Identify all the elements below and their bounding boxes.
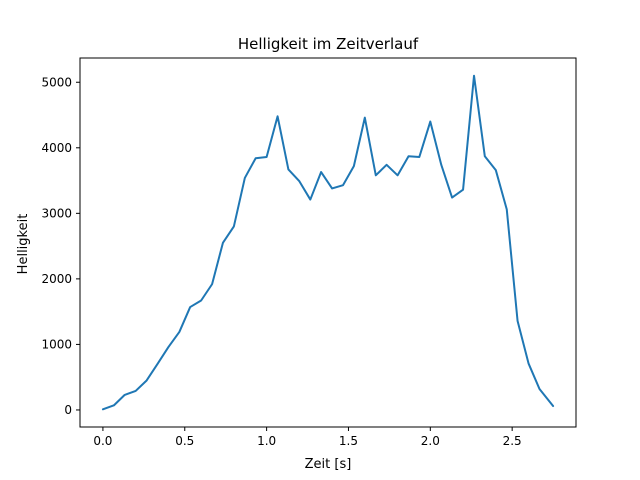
y-tick-label: 3000 (41, 206, 72, 220)
x-tick-label: 1.5 (339, 434, 358, 448)
y-tick-label: 5000 (41, 75, 72, 89)
x-tick-label: 0.0 (93, 434, 112, 448)
y-tick-label: 2000 (41, 272, 72, 286)
x-tick-label: 2.5 (503, 434, 522, 448)
x-axis-label: Zeit [s] (305, 457, 352, 472)
y-axis-label: Helligkeit (16, 214, 31, 275)
x-tick-label: 0.5 (175, 434, 194, 448)
y-tick-label: 0 (64, 403, 72, 417)
y-tick-label: 1000 (41, 337, 72, 351)
plot-frame (79, 57, 577, 428)
x-tick-label: 1.0 (257, 434, 276, 448)
y-tick-label: 4000 (41, 141, 72, 155)
chart-title: Helligkeit im Zeitverlauf (238, 35, 419, 53)
plot-area: 0.0 0.5 1.0 1.5 2.0 2.5 0 1000 2000 3000 4000 5000 (41, 57, 577, 448)
x-tick-label: 2.0 (421, 434, 440, 448)
series-line-0 (101, 74, 555, 411)
